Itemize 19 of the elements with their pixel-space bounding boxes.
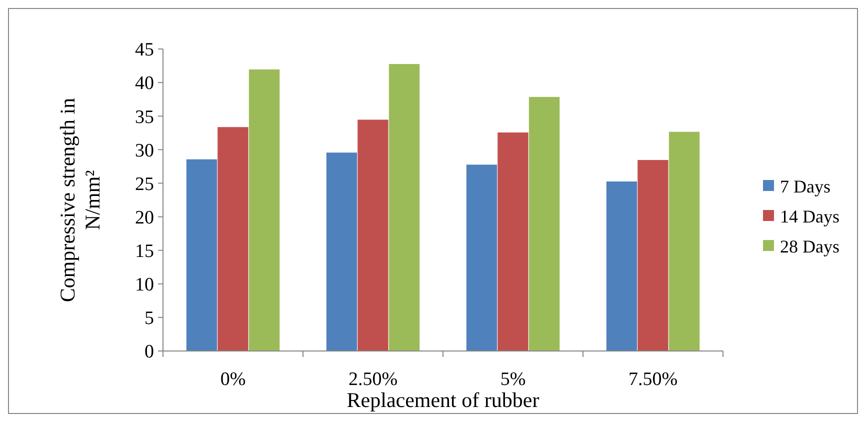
legend-label: 7 Days (780, 176, 830, 196)
y-tick-label: 45 (135, 40, 154, 61)
y-tick-label: 40 (135, 73, 154, 94)
y-tick-label: 20 (135, 207, 154, 228)
x-tick-label: 5% (500, 369, 526, 390)
legend-label: 14 Days (780, 206, 840, 226)
x-tick-label: 0% (220, 369, 246, 390)
x-axis-title: Replacement of rubber (346, 388, 540, 412)
y-tick-label: 30 (135, 140, 154, 162)
y-tick-label: 10 (135, 274, 154, 296)
legend-label: 28 Days (780, 236, 840, 256)
y-tick-label: 5 (144, 308, 154, 330)
x-tick-label: 2.50% (348, 369, 398, 390)
y-tick-label: 0 (144, 342, 154, 363)
y-tick-label: 15 (135, 240, 154, 262)
x-tick-label: 7.50% (628, 369, 678, 390)
y-tick-label: 35 (135, 106, 154, 128)
y-tick-label: 25 (135, 174, 154, 195)
y-axis-title: Compressive strength in N/mm² (55, 97, 105, 302)
